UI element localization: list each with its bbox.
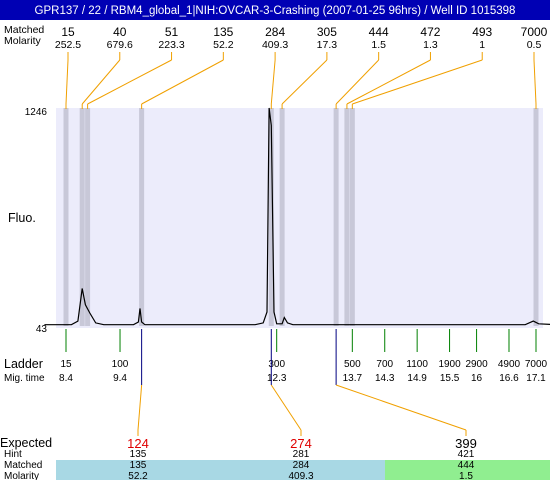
peak-band	[349, 108, 355, 326]
top-peak-molarity: 1.3	[423, 39, 438, 51]
peak-band	[268, 108, 274, 326]
peak-band	[139, 108, 145, 326]
ladder-mig-time-label: 8.4	[59, 373, 73, 384]
hint-size: 281	[293, 449, 310, 460]
matched-row-label: Matched	[4, 24, 44, 36]
ladder-mig-time-label: 9.4	[113, 373, 127, 384]
peak-band	[279, 108, 285, 326]
peak-bands	[63, 108, 539, 326]
bottom-connectors	[137, 329, 467, 436]
expected-size: 399	[455, 436, 477, 451]
top-peak-size: 284	[265, 25, 285, 39]
ladder-size-label: 100	[112, 359, 129, 370]
top-peak-molarity: 409.3	[262, 39, 288, 51]
matched-molarity: 1.5	[459, 471, 473, 480]
top-peak-size: 7000	[521, 25, 548, 39]
bottom-connector-line	[270, 384, 302, 431]
top-peak-labels: 15252.540679.651223.313552.2284409.33051…	[55, 25, 548, 51]
top-peak-molarity: 0.5	[527, 39, 542, 51]
top-peak-size: 51	[165, 25, 179, 39]
hint-size: 421	[458, 449, 475, 460]
top-peak-size: 444	[369, 25, 389, 39]
ladder-mig-time-label: 15.5	[440, 373, 460, 384]
ladder-size-label: 4900	[498, 359, 521, 370]
peak-band	[79, 108, 85, 326]
top-peak-molarity: 52.2	[213, 39, 234, 51]
plot-area	[56, 108, 543, 328]
peak-band	[533, 108, 539, 326]
top-peak-size: 493	[472, 25, 492, 39]
top-peak-molarity: 223.3	[158, 39, 184, 51]
ladder-size-label: 1100	[406, 359, 428, 370]
bottom-connector-line	[335, 384, 467, 431]
title-bar	[0, 0, 550, 20]
top-connector-line	[352, 59, 483, 105]
top-peak-molarity: 1	[479, 39, 485, 51]
top-peak-size: 40	[113, 25, 127, 39]
peak-band	[85, 108, 91, 326]
ladder-row-label: Ladder	[4, 357, 43, 371]
top-connector-line	[141, 59, 224, 105]
matched-size: 444	[458, 460, 475, 471]
ladder-mig-time-label: 12.3	[267, 373, 287, 384]
top-connectors	[65, 52, 537, 109]
hint-row-label: Hint	[4, 449, 22, 460]
matched-molarity: 409.3	[288, 471, 313, 480]
top-peak-molarity: 1.5	[371, 39, 386, 51]
ladder-mig-time-label: 14.3	[375, 373, 395, 384]
ladder-size-label: 500	[344, 359, 361, 370]
expected-row-label: Expected	[0, 436, 52, 450]
molarity-row-label-bottom: Molarity	[4, 471, 39, 480]
bottom-connector-line	[137, 384, 143, 431]
top-connector-line	[281, 59, 328, 105]
ladder-mig-time-label: 16	[471, 373, 483, 384]
y-min-label: 43	[36, 324, 48, 335]
top-connector-line	[81, 59, 121, 105]
top-peak-molarity: 252.5	[55, 39, 81, 51]
ladder-size-label: 15	[60, 359, 72, 370]
peak-band	[333, 108, 339, 326]
fluo-axis-label: Fluo.	[8, 211, 36, 225]
ladder-size-label: 7000	[525, 359, 548, 370]
top-connector-line	[65, 59, 69, 105]
matched-molarity: 52.2	[128, 471, 148, 480]
top-connector-line	[270, 59, 276, 105]
ladder-mig-time-label: 17.1	[526, 373, 546, 384]
ladder-mig-time-label: 13.7	[343, 373, 363, 384]
top-peak-size: 472	[420, 25, 440, 39]
ladder-scale: 15 8.4 100 9.4 300 12.3 500 13.7 700 14.3 1100 14.9…	[59, 329, 548, 384]
top-peak-molarity: 679.6	[107, 39, 133, 51]
top-peak-molarity: 17.3	[317, 39, 338, 51]
peak-band	[344, 108, 350, 326]
expected-size: 124	[127, 436, 149, 451]
matched-row-label-bottom: Matched	[4, 460, 42, 471]
top-peak-size: 305	[317, 25, 337, 39]
ladder-size-label: 300	[268, 359, 285, 370]
expected-size: 274	[290, 436, 312, 451]
chart-title: GPR137 / 22 / RBM4_global_1|NIH:OVCAR-3-…	[35, 5, 516, 17]
matched-size: 284	[293, 460, 310, 471]
ladder-size-label: 2900	[465, 359, 488, 370]
mig-time-row-label: Mig. time	[4, 373, 45, 384]
ladder-size-label: 700	[376, 359, 393, 370]
top-connector-line	[533, 59, 537, 105]
y-max-label: 1246	[25, 107, 48, 118]
ladder-size-label: 1900	[438, 359, 461, 370]
peak-band	[63, 108, 69, 326]
matched-band-green	[385, 460, 550, 480]
top-connector-line	[87, 59, 172, 105]
matched-band-cyan	[56, 460, 385, 480]
fluorescence-trace	[44, 107, 550, 326]
top-peak-size: 135	[213, 25, 233, 39]
ladder-mig-time-label: 14.9	[407, 373, 427, 384]
ladder-mig-time-label: 16.6	[499, 373, 519, 384]
top-connector-line	[346, 59, 431, 105]
top-connector-line	[335, 59, 380, 105]
molarity-row-label: Molarity	[4, 35, 42, 47]
top-peak-size: 15	[61, 25, 75, 39]
hint-size: 135	[130, 449, 147, 460]
matched-size: 135	[130, 460, 147, 471]
